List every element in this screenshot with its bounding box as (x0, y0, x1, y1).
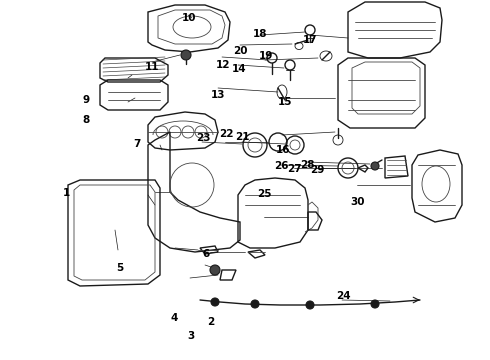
Text: 1: 1 (63, 188, 70, 198)
Text: 18: 18 (252, 29, 267, 39)
Text: 22: 22 (219, 129, 234, 139)
Text: 12: 12 (216, 60, 230, 70)
Circle shape (210, 265, 220, 275)
Text: 13: 13 (211, 90, 225, 100)
Text: 8: 8 (82, 114, 89, 125)
Circle shape (306, 301, 314, 309)
Text: 2: 2 (207, 317, 214, 327)
Circle shape (371, 162, 379, 170)
Text: 10: 10 (181, 13, 196, 23)
Text: 17: 17 (303, 35, 318, 45)
Text: 21: 21 (235, 132, 250, 142)
Circle shape (251, 300, 259, 308)
Text: 25: 25 (257, 189, 272, 199)
Text: 15: 15 (278, 96, 293, 107)
Text: 28: 28 (300, 160, 315, 170)
Text: 6: 6 (202, 249, 209, 259)
Text: 4: 4 (170, 312, 178, 323)
Text: 24: 24 (336, 291, 350, 301)
Text: 26: 26 (274, 161, 289, 171)
Text: 7: 7 (133, 139, 141, 149)
Text: 3: 3 (188, 330, 195, 341)
Circle shape (371, 300, 379, 308)
Text: 11: 11 (145, 62, 159, 72)
Text: 5: 5 (117, 263, 123, 273)
Text: 30: 30 (350, 197, 365, 207)
Text: 16: 16 (275, 145, 290, 156)
Text: 23: 23 (196, 132, 211, 143)
Text: 27: 27 (287, 164, 301, 174)
Text: 20: 20 (233, 46, 247, 56)
Text: 29: 29 (310, 165, 325, 175)
Text: 19: 19 (258, 51, 273, 61)
Circle shape (181, 50, 191, 60)
Text: 9: 9 (82, 95, 89, 105)
Circle shape (211, 298, 219, 306)
Text: 14: 14 (232, 64, 246, 74)
